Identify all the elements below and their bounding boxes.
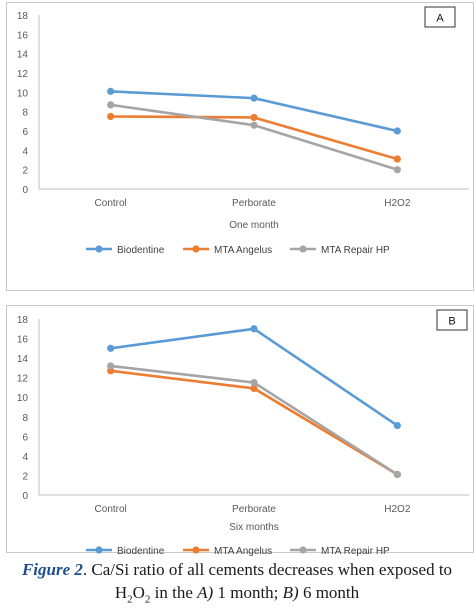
caption-one-month: 1 month;: [213, 583, 283, 602]
chart-b-x-axis-title: Six months: [229, 522, 278, 533]
chart-b-legend-marker-mta-repair-hp: [299, 546, 307, 554]
chart-b-data-point-mta-angelus: [250, 384, 258, 393]
chart-b-y-tick-label: 8: [22, 413, 28, 424]
chart-a-data-point-mta-repair-hp: [107, 101, 115, 109]
chart-a-legend-marker-biodentine: [95, 245, 103, 253]
caption-six-month: 6 month: [298, 583, 360, 602]
chart-a-legend-label-mta-angelus: MTA Angelus: [214, 245, 272, 256]
chart-a-y-tick-label: 14: [17, 50, 29, 61]
chart-a-y-tick-label: 4: [22, 146, 28, 157]
chart-a-legend-marker-mta-angelus: [192, 245, 200, 253]
chart-b-y-tick-label: 18: [17, 315, 29, 326]
caption-in-the: in the: [150, 583, 198, 602]
caption-line-1: Figure 2. Ca/Si ratio of all cements dec…: [0, 558, 474, 581]
chart-panel-b: 0 2 4 6 8 10 12 14 16 18 Control Perborate H2O2 Six m…: [6, 305, 474, 557]
chart-panel-a: 0 2 4 6 8 10 12 14 16 18 Control Perborate H2O2 One m…: [6, 2, 474, 291]
chart-a-data-point-mta-angelus: [393, 155, 401, 163]
chart-a-y-tick-label: 0: [22, 185, 28, 196]
chart-a-panel-label-box: [424, 6, 456, 28]
chart-b-y-tick-label: 10: [17, 393, 29, 404]
chart-b-data-point-mta-repair-hp: [393, 470, 401, 479]
caption-h: H: [114, 583, 128, 602]
chart-a-svg: 0 2 4 6 8 10 12 14 16 18 Control Perborate H2O2 One m…: [17, 6, 469, 256]
chart-a-y-tick-label: 18: [17, 11, 29, 22]
chart-a-data-point-mta-angelus: [250, 113, 258, 122]
chart-b-legend-marker-mta-angelus: [192, 546, 200, 554]
chart-b-data-point-mta-repair-hp: [107, 362, 115, 370]
chart-b-svg: 0 2 4 6 8 10 12 14 16 18 Control Perborate H2O2 Six m…: [17, 309, 469, 557]
caption-a: A): [197, 583, 214, 602]
caption-text-1: . Ca/Si ratio of all cements decreases w…: [82, 560, 453, 579]
chart-a-legend-label-mta-repair-hp: MTA Repair HP: [321, 245, 390, 256]
chart-b-panel-label: B: [448, 316, 455, 328]
chart-b-legend-label-biodentine: Biodentine: [117, 546, 165, 557]
chart-b-x-tick-label: H2O2: [384, 504, 411, 515]
chart-b-y-tick-label: 0: [22, 491, 28, 502]
chart-b-data-point-biodentine: [107, 344, 115, 352]
chart-b-y-tick-label: 14: [17, 354, 29, 365]
chart-b-x-tick-label: Control: [95, 504, 127, 515]
chart-b-x-tick-label: Perborate: [232, 504, 276, 515]
chart-a-data-point-biodentine: [107, 87, 115, 95]
chart-b-legend-label-mta-angelus: MTA Angelus: [214, 546, 272, 557]
caption-b: B): [282, 583, 299, 602]
chart-a-x-tick-label: H2O2: [384, 198, 411, 209]
chart-a-y-tick-label: 16: [17, 30, 29, 41]
chart-a-panel-label: A: [436, 13, 444, 25]
chart-a-data-point-biodentine: [250, 94, 258, 102]
figure-caption: Figure 2. Ca/Si ratio of all cements dec…: [0, 558, 474, 606]
caption-sub-b: 2: [144, 593, 151, 606]
chart-b-y-tick-label: 16: [17, 335, 29, 346]
chart-a-x-tick-label: Perborate: [232, 198, 276, 209]
chart-a-y-tick-label: 12: [17, 69, 29, 80]
caption-o: O: [132, 583, 145, 602]
chart-b-y-tick-label: 4: [22, 452, 28, 463]
caption-line-2: H2O2 in the A) 1 month; B) 6 month: [0, 581, 474, 611]
chart-b-data-point-biodentine: [393, 421, 401, 430]
chart-b-data-point-biodentine: [250, 325, 258, 333]
chart-a-y-tick-label: 6: [22, 127, 28, 138]
chart-b-legend-marker-biodentine: [95, 546, 103, 554]
caption-sub-a: 2: [127, 593, 133, 606]
chart-b-data-point-mta-repair-hp: [250, 378, 258, 387]
caption-figure-label: Figure 2: [21, 560, 83, 579]
chart-b-legend-label-mta-repair-hp: MTA Repair HP: [321, 546, 390, 557]
chart-b-y-tick-label: 12: [17, 374, 29, 385]
chart-a-legend-marker-mta-repair-hp: [299, 245, 307, 253]
chart-a-data-point-biodentine: [393, 127, 401, 135]
chart-a-data-point-mta-repair-hp: [250, 121, 258, 129]
chart-a-y-tick-label: 10: [17, 88, 29, 99]
chart-a-legend-label-biodentine: Biodentine: [117, 245, 165, 256]
chart-b-y-tick-label: 2: [22, 471, 28, 482]
chart-b-y-tick-label: 6: [22, 432, 28, 443]
chart-a-data-point-mta-angelus: [107, 112, 115, 121]
chart-a-y-tick-label: 8: [22, 108, 28, 119]
chart-a-x-tick-label: Control: [95, 198, 127, 209]
chart-b-panel-label-box: [436, 309, 468, 331]
chart-a-data-point-mta-repair-hp: [393, 166, 401, 174]
chart-a-x-axis-title: One month: [229, 220, 278, 231]
chart-a-y-tick-label: 2: [22, 166, 28, 177]
